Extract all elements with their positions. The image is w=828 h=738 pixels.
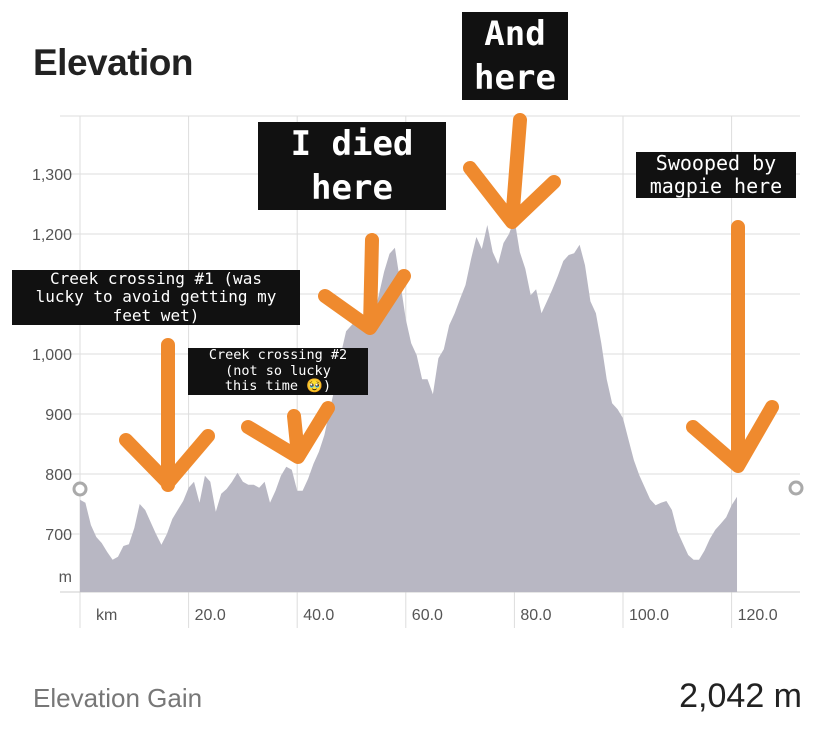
range-start-marker xyxy=(72,481,88,497)
y-axis-unit: m xyxy=(59,569,72,586)
elevation-chart[interactable]: 700 800 900 1,000 1,200 1,300 m km 20.0 40.0 60.0… xyxy=(0,0,828,650)
y-tick-label: 1,000 xyxy=(32,347,72,364)
x-tick-label: 120.0 xyxy=(738,607,778,624)
elevation-gain-value: 2,042 m xyxy=(679,677,802,715)
annotation-creek-crossing-2: Creek crossing #2 (not so lucky this tim… xyxy=(188,347,368,395)
annotation-creek-crossing-1: Creek crossing #1 (was lucky to avoid ge… xyxy=(12,269,300,326)
x-tick-label: 40.0 xyxy=(303,607,334,624)
x-axis-ticks: km 20.0 40.0 60.0 80.0 100.0 120.0 xyxy=(96,607,778,624)
annotation-arrow xyxy=(318,233,411,335)
y-tick-label: 700 xyxy=(45,527,72,544)
elevation-area xyxy=(80,219,738,592)
x-tick-label: 20.0 xyxy=(195,607,226,624)
y-tick-label: 1,300 xyxy=(32,167,72,184)
annotation-arrow xyxy=(463,113,561,229)
x-tick-label: 100.0 xyxy=(629,607,669,624)
x-tick-label: 80.0 xyxy=(520,607,551,624)
x-tick-label: 60.0 xyxy=(412,607,443,624)
x-axis-unit: km xyxy=(96,607,117,624)
range-end-marker xyxy=(788,480,804,496)
elevation-gain-label: Elevation Gain xyxy=(33,683,203,713)
annotation-arrow xyxy=(119,338,215,492)
annotation-arrows xyxy=(119,113,779,492)
page-title: Elevation xyxy=(33,42,194,83)
range-markers xyxy=(72,480,804,497)
annotation-i-died-here: I died here xyxy=(258,122,446,211)
y-tick-label: 800 xyxy=(45,467,72,484)
y-tick-label: 1,200 xyxy=(32,227,72,244)
annotation-magpie: Swooped by magpie here xyxy=(636,152,796,198)
annotation-and-here: And here xyxy=(462,12,568,101)
y-axis-ticks: 700 800 900 1,000 1,200 1,300 m xyxy=(32,167,72,586)
y-tick-label: 900 xyxy=(45,407,72,424)
annotation-arrow xyxy=(686,220,779,473)
annotation-arrow xyxy=(241,401,335,464)
